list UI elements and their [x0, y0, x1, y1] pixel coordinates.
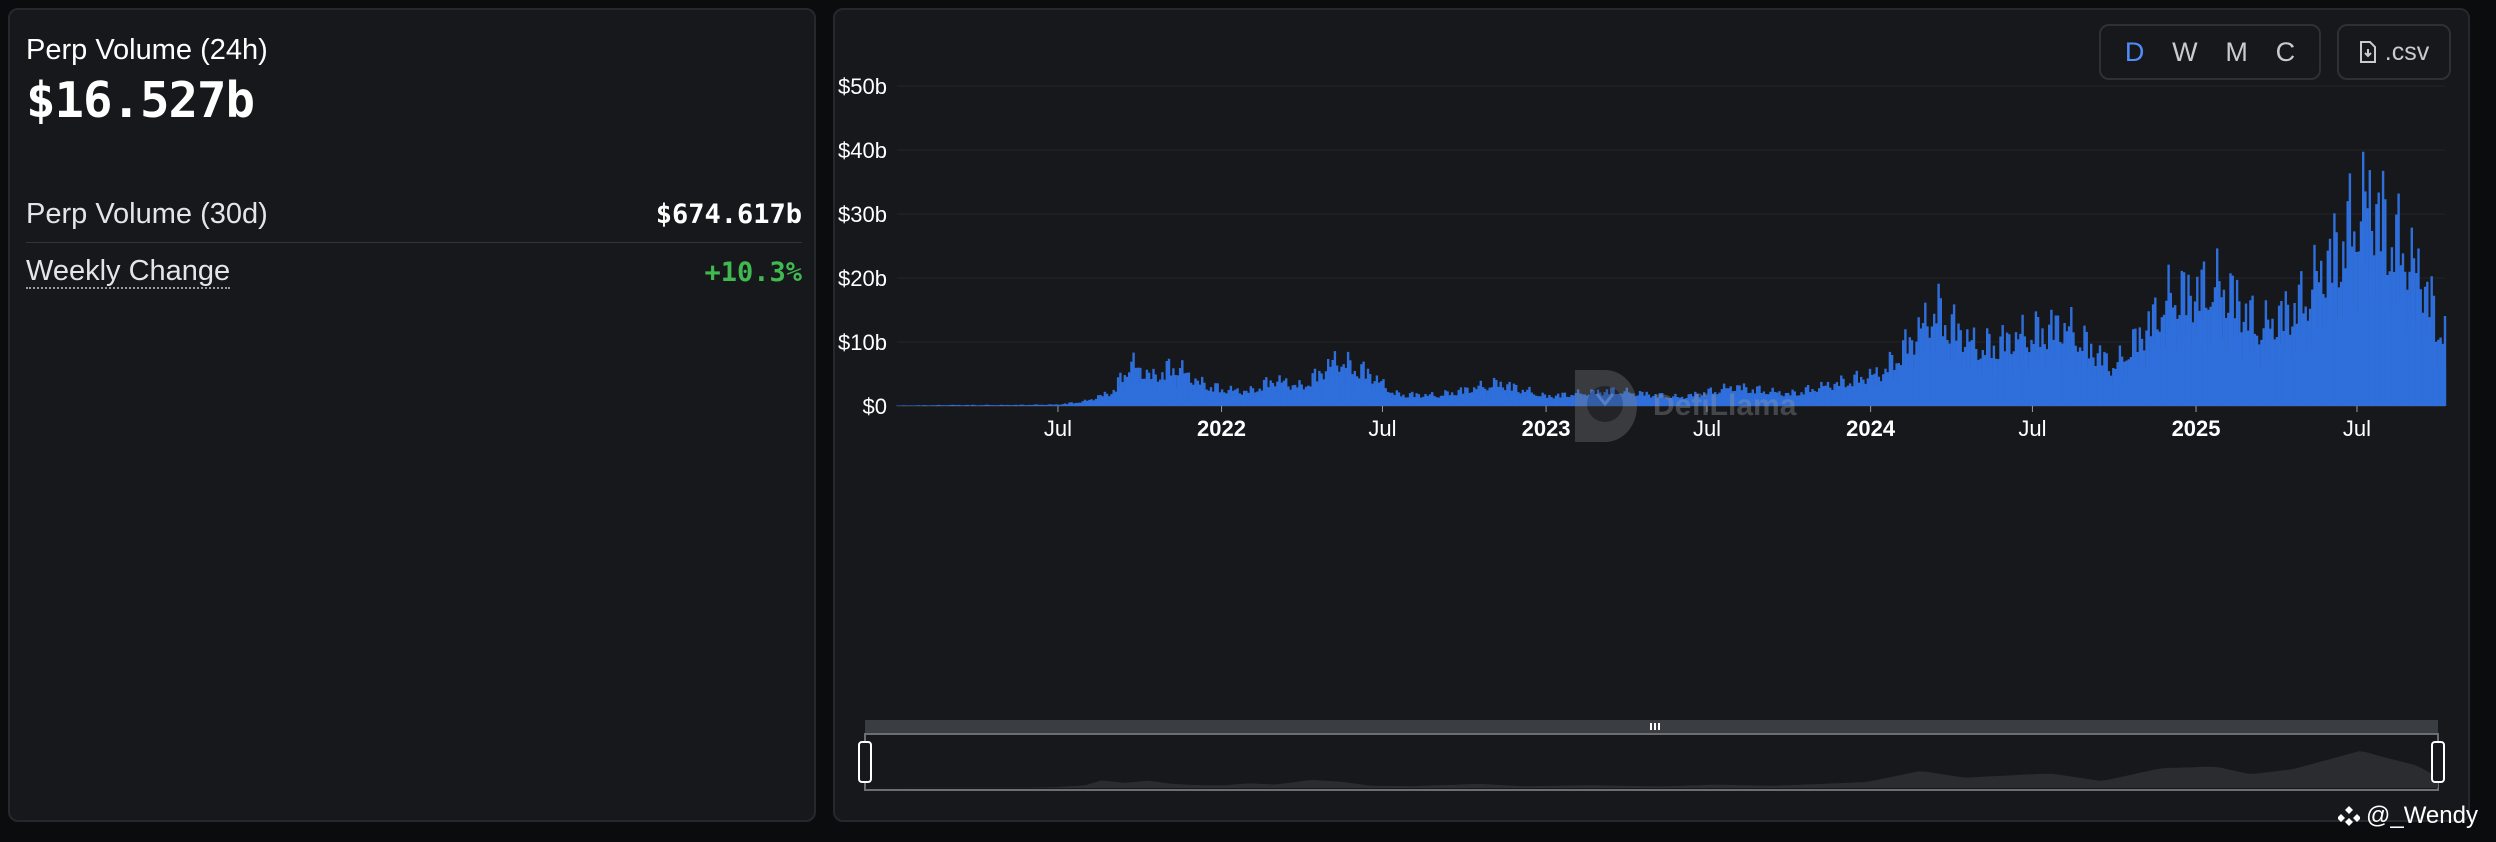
y-tick-label: $20b: [838, 266, 887, 291]
binance-icon: [2338, 806, 2360, 826]
x-axis: Jul 2022 Jul 2023 Jul 2024 Jul 2025 Jul: [1044, 406, 2371, 441]
zoom-slider-preview: [865, 751, 2438, 788]
csv-label: .csv: [2384, 37, 2430, 66]
granularity-toggle: D W M C: [2099, 24, 2321, 80]
x-tick-label: 2022: [1197, 416, 1246, 441]
defillama-watermark: DefiLlama: [1571, 366, 1796, 446]
toggle-daily[interactable]: D: [2124, 36, 2145, 67]
author-credit: @_Wendy: [2338, 802, 2478, 830]
zoom-handle-right[interactable]: [2431, 741, 2445, 783]
csv-download-button[interactable]: .csv: [2337, 24, 2451, 80]
toggle-monthly[interactable]: M: [2225, 36, 2248, 67]
volume-bars: [895, 151, 2447, 406]
x-tick-label: 2025: [2172, 416, 2221, 441]
stat-row-weekly-change: Weekly Change +10.3%: [26, 244, 802, 300]
y-tick-label: $40b: [838, 138, 887, 163]
y-tick-label: $10b: [838, 330, 887, 355]
weekly-change-value: +10.3%: [704, 256, 802, 288]
y-tick-label: $50b: [838, 74, 887, 99]
watermark-text: DefiLlama: [1653, 389, 1797, 422]
volume-chart: $0$10b$20b$30b$40b$50b Jul 2022 Jul 2023 Jul…: [838, 74, 2447, 791]
weekly-change-label[interactable]: Weekly Change: [26, 255, 231, 289]
x-tick-label: Jul: [2018, 416, 2046, 441]
stat-row-30d: Perp Volume (30d) $674.617b: [26, 186, 802, 243]
x-tick-label: 2024: [1846, 416, 1896, 441]
zoom-handle-left[interactable]: [858, 741, 872, 783]
x-tick-label: Jul: [2343, 416, 2371, 441]
y-tick-label: $0: [863, 394, 887, 419]
zoom-slider: [858, 720, 2445, 791]
file-download-icon: [2359, 41, 2376, 63]
x-tick-label: Jul: [1693, 416, 1721, 441]
perp-volume-24h-label: Perp Volume (24h): [26, 34, 268, 66]
x-tick-label: Jul: [1368, 416, 1396, 441]
perp-volume-30d-value: $674.617b: [655, 198, 802, 230]
y-axis: $0 $10b $20b $30b $40b $50b: [838, 74, 887, 419]
perp-volume-24h-value: $16.527b: [26, 72, 255, 129]
toggle-weekly[interactable]: W: [2172, 36, 2198, 67]
stats-panel: Perp Volume (24h) $16.527b Perp Volume (…: [8, 8, 816, 822]
x-tick-label: Jul: [1044, 416, 1072, 441]
y-tick-label: $30b: [838, 202, 887, 227]
x-tick-label: 2023: [1522, 416, 1571, 441]
perp-volume-30d-label: Perp Volume (30d): [26, 197, 268, 230]
chart-panel: D W M C .csv $0 $10b $20b $30b $40b $50b Jul 2…: [833, 8, 2470, 822]
credit-text: @_Wendy: [2366, 802, 2478, 829]
toggle-cumulative[interactable]: C: [2275, 36, 2296, 67]
zoom-slider-grip[interactable]: [1650, 723, 1660, 730]
defillama-logo-icon: [1575, 370, 1637, 442]
